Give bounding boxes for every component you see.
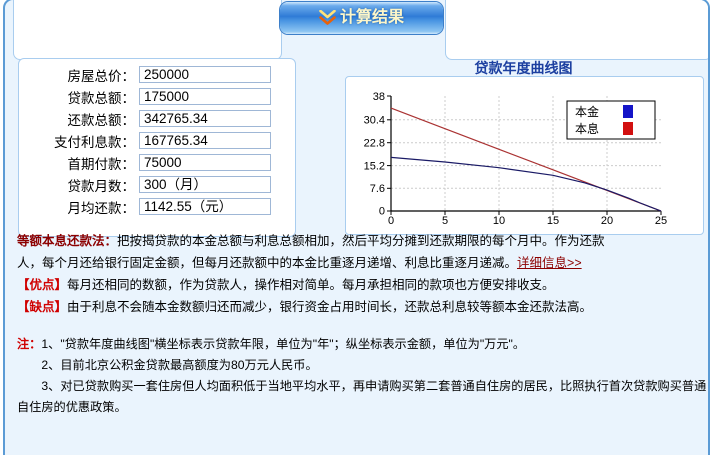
svg-text:本息: 本息 xyxy=(575,121,599,136)
svg-text:0: 0 xyxy=(388,215,394,227)
svg-text:30.4: 30.4 xyxy=(364,115,385,127)
svg-text:7.6: 7.6 xyxy=(370,183,385,195)
svg-text:15: 15 xyxy=(547,215,559,227)
svg-text:10: 10 xyxy=(493,215,505,227)
svg-text:22.8: 22.8 xyxy=(364,137,385,149)
svg-text:20: 20 xyxy=(601,215,613,227)
svg-text:5: 5 xyxy=(442,215,448,227)
svg-text:38: 38 xyxy=(373,91,385,103)
svg-text:本金: 本金 xyxy=(575,104,599,119)
svg-text:25: 25 xyxy=(655,215,667,227)
svg-text:15.2: 15.2 xyxy=(364,160,385,172)
svg-text:0: 0 xyxy=(379,206,385,218)
